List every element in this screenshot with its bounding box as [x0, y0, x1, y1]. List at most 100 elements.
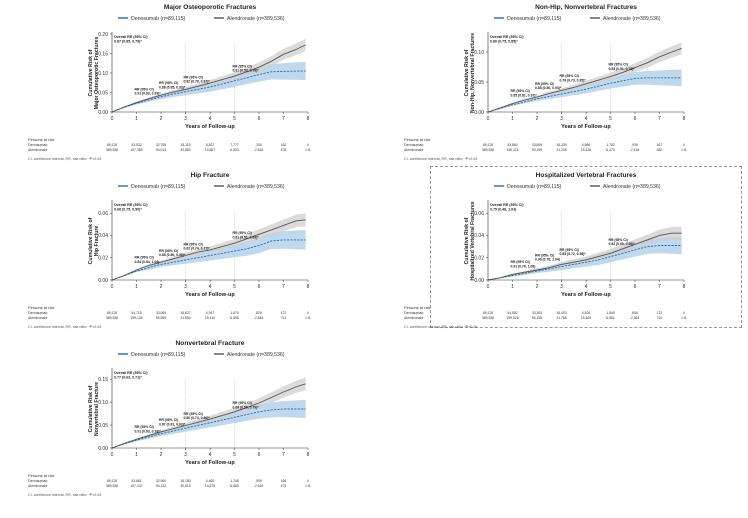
- annotation-rr-label: RR (95% CI): [159, 81, 178, 85]
- risk-table-heading: Persons at risk: [28, 305, 54, 310]
- annotation-rr-label: RR (95% CI): [184, 242, 203, 246]
- risk-table-cell: 31,208: [556, 148, 566, 152]
- risk-table-cell: 15,410: [205, 316, 215, 320]
- overall-rr-value: 0.77 (0.63, 0.71)*: [114, 376, 142, 380]
- x-tick-label: 1: [511, 116, 514, 122]
- y-axis-label-line2: Nonvertebral Fracture: [94, 382, 100, 436]
- risk-table-cell: 2,418: [631, 148, 640, 152]
- risk-table-cell: 389,536: [106, 484, 118, 488]
- x-tick-label: 0: [111, 116, 114, 122]
- series-line-denosumab: [487, 245, 682, 281]
- panel-major-osteoporotic: Major Osteoporotic Fractures Denosumab (n…: [0, 0, 372, 164]
- risk-table-cell: 89,115: [483, 311, 493, 315]
- chart-hip-fracture: Hip Fracture Denosumab (n=89,115) Alendron…: [28, 172, 311, 329]
- annotation-rr-value: 0.85 (0.72, 0.98)*: [560, 252, 587, 256]
- y-tick-label: 0.10: [474, 50, 484, 56]
- panel-nonvertebral: Nonvertebral Fracture Denosumab (n=89,115…: [0, 336, 372, 500]
- annotation-rr-value: 0.82 (0.78, 0.87)*: [184, 80, 211, 84]
- x-tick-label: 6: [258, 452, 261, 458]
- risk-table-cell: 30,619: [180, 484, 190, 488]
- footnote: CI, confidence interval; RR, risk ratio;…: [28, 493, 101, 497]
- risk-table-cell: 53,681: [131, 479, 141, 483]
- risk-table-cell: 825: [256, 311, 262, 315]
- risk-table-cell: 18,119: [180, 143, 190, 147]
- risk-table-row-label: Alendronate: [404, 148, 423, 152]
- y-tick-label: 0.02: [474, 256, 484, 262]
- footnote: CI, confidence interval; RR, risk ratio;…: [404, 157, 477, 161]
- risk-table-cell: 1,870: [230, 311, 239, 315]
- risk-table-heading: Persons at risk: [28, 473, 54, 478]
- x-tick-label: 2: [536, 116, 539, 122]
- risk-table-cell: 6,861: [606, 316, 615, 320]
- legend-label-denosumab: Denosumab (n=89,115): [131, 16, 186, 22]
- x-tick-label: 7: [282, 284, 285, 290]
- risk-table-cell: 53,532: [131, 143, 141, 147]
- risk-table-cell: 33,069: [156, 311, 166, 315]
- risk-table-cell: 94,132: [156, 484, 166, 488]
- risk-table-cell: 95,969: [156, 316, 166, 320]
- annotation-rr-label: RR (95% CI): [159, 418, 178, 422]
- annotation-rr-label: RR (95% CI): [233, 64, 252, 68]
- risk-table-row-label: Alendronate: [404, 316, 423, 320]
- x-tick-label: 3: [184, 284, 187, 290]
- chart-title: Non-Hip, Nonvertebral Fractures: [535, 4, 637, 11]
- series-line-denosumab: [111, 408, 306, 449]
- x-tick-label: 4: [209, 452, 212, 458]
- y-axis-label-line2: Non-Hip, Nonvertebral Fractures: [470, 33, 476, 113]
- risk-table-cell: 16,827: [180, 311, 190, 315]
- chart-non-hip-nonvertebral: Non-Hip, Nonvertebral Fractures Denosumab…: [404, 4, 687, 161]
- series-line-alendronate: [111, 383, 306, 449]
- annotation-rr-value: 0.80 (0.74, 0.86)*: [184, 416, 211, 420]
- ci-band-denosumab: [112, 399, 306, 448]
- x-tick-label: 4: [585, 116, 588, 122]
- x-tick-label: 4: [209, 116, 212, 122]
- risk-table-cell: 94,013: [156, 148, 166, 152]
- risk-table-cell: 157,389: [130, 148, 142, 152]
- legend-label-denosumab: Denosumab (n=89,115): [507, 16, 562, 22]
- annotation-rr-value: 0.78 (0.73, 0.85)*: [560, 78, 587, 82]
- x-tick-label: 1: [135, 116, 138, 122]
- overall-rr-value: 0.75 (0.48, 1.03): [490, 208, 517, 212]
- risk-table-cell: 8,837: [206, 143, 215, 147]
- series-line-alendronate: [487, 47, 682, 113]
- y-axis-label-line2: Major Osteoporotic Fractures: [94, 37, 100, 110]
- risk-table-cell: 720: [657, 316, 663, 320]
- footnote: CI, confidence interval; RR, risk ratio;…: [28, 325, 101, 329]
- x-tick-label: 2: [536, 284, 539, 290]
- annotation-rr-label: RR (95% CI): [184, 75, 203, 79]
- risk-table-cell: 157,447: [130, 484, 142, 488]
- overall-rr-value: 0.87 (0.85, 0.79)*: [114, 40, 142, 44]
- risk-table-heading: Persons at risk: [404, 137, 430, 142]
- risk-table-cell: 2,548: [255, 316, 264, 320]
- x-tick-label: 4: [585, 284, 588, 290]
- x-axis-label: Years of Follow-up: [561, 292, 611, 298]
- overall-rr-label: Overall RR (95% CI): [114, 203, 148, 207]
- risk-table-cell: 32,960: [156, 479, 166, 483]
- annotation-rr-label: RR (95% CI): [609, 238, 628, 242]
- risk-table-cell: 167: [657, 143, 663, 147]
- y-axis-label-line1: Cumulative Risk of: [88, 385, 94, 432]
- annotation-rr-label: RR (95% CI): [135, 87, 154, 91]
- risk-table-cell: 54,582: [507, 311, 517, 315]
- risk-table-cell: 159,146: [130, 316, 142, 320]
- risk-table-cell: 599: [256, 479, 262, 483]
- annotation-rr-value: 0.85 (0.51, 0.78)*: [609, 67, 636, 71]
- x-tick-label: 5: [233, 116, 236, 122]
- chart-title: Nonvertebral Fracture: [176, 340, 245, 347]
- x-tick-label: 5: [609, 284, 612, 290]
- annotation-rr-value: 0.91 (0.83, 0.93)*: [135, 92, 162, 96]
- risk-table-cell: 31,765: [556, 316, 566, 320]
- risk-table-cell: 16,180: [180, 479, 190, 483]
- y-tick-label: 0.00: [474, 110, 484, 116]
- risk-table-cell: 33,659: [532, 143, 542, 147]
- risk-table-cell: 330: [256, 143, 262, 147]
- risk-table-cell: 54,715: [131, 311, 141, 315]
- chart-nonvertebral: Nonvertebral Fracture Denosumab (n=89,115…: [28, 340, 311, 497]
- y-tick-label: 0.00: [474, 278, 484, 284]
- risk-table-cell: 4,826: [582, 311, 591, 315]
- annotation-rr-value: 0.81 (0.53, 0.78)*: [233, 69, 260, 73]
- y-tick-label: 0.05: [98, 423, 108, 429]
- x-axis-label: Years of Follow-up: [185, 124, 235, 130]
- overall-rr-label: Overall RR (95% CI): [490, 35, 524, 39]
- risk-table-cell: 482: [657, 148, 663, 152]
